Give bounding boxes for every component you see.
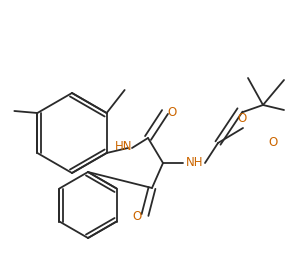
- Text: O: O: [167, 105, 177, 119]
- Text: O: O: [238, 113, 246, 125]
- Text: HN: HN: [115, 140, 133, 153]
- Text: NH: NH: [186, 155, 204, 168]
- Text: O: O: [132, 210, 142, 223]
- Text: O: O: [268, 136, 278, 150]
